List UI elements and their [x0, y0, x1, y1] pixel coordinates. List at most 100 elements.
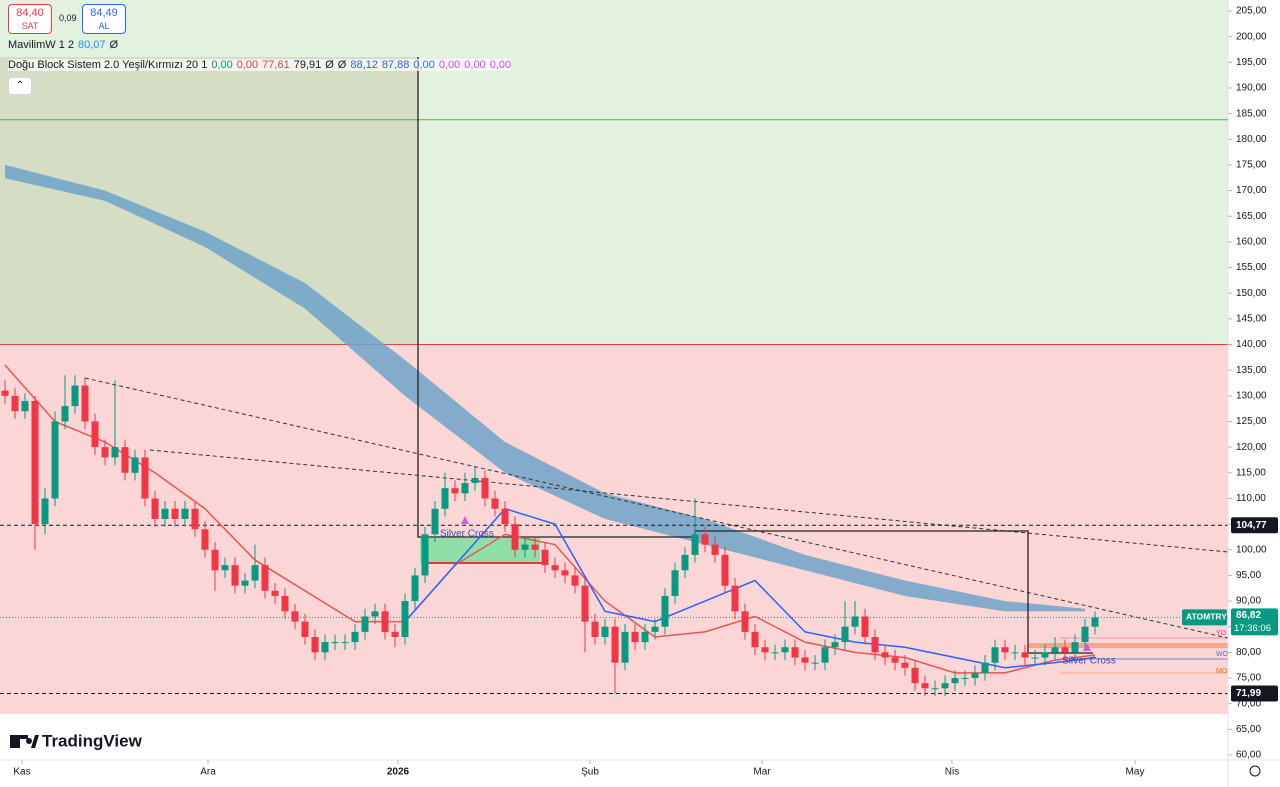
candle-body: [821, 647, 829, 663]
candle-body: [611, 626, 619, 663]
x-tick-label: Kas: [13, 767, 30, 778]
spread: 0,09: [59, 13, 77, 23]
indicator-value: 0,00: [211, 59, 233, 71]
x-tick-label: Nis: [945, 767, 959, 778]
candle-body: [341, 642, 349, 644]
candle-body: [351, 631, 359, 643]
candle-body: [991, 647, 999, 663]
candle-body: [181, 508, 189, 519]
candle-body: [841, 626, 849, 643]
y-tick-label: 70,00: [1236, 698, 1261, 709]
candle-body: [111, 447, 119, 458]
candle-body: [921, 683, 929, 689]
y-tick-label: 175,00: [1236, 160, 1267, 171]
candle-body: [141, 457, 149, 499]
y-tick-label: 140,00: [1236, 339, 1267, 350]
candle-body: [801, 657, 809, 663]
cloud: [5, 164, 1085, 612]
indicator-value: Ø: [109, 39, 119, 51]
y-tick-label: 185,00: [1236, 108, 1267, 119]
candle-body: [501, 508, 509, 525]
candle-body: [1091, 617, 1099, 627]
overlay-line: [4, 364, 1096, 674]
y-tick-label: 150,00: [1236, 288, 1267, 299]
settings-icon[interactable]: [1249, 765, 1261, 777]
candle-body: [1011, 652, 1019, 654]
x-tick-label: Mar: [753, 767, 771, 778]
candle-body: [961, 678, 969, 680]
indicator-value: 0,00: [413, 59, 435, 71]
signal: [1083, 643, 1091, 651]
indicator-value: 88,12: [350, 59, 378, 71]
sell-price: 84,40: [16, 7, 44, 19]
sell-label: SAT: [21, 21, 39, 31]
candle-body: [421, 534, 429, 576]
y-tick-label: 170,00: [1236, 185, 1267, 196]
candle-body: [221, 565, 229, 571]
candle-body: [231, 565, 239, 586]
candle-body: [151, 498, 159, 519]
candle-body: [1061, 647, 1069, 653]
x-tick-label: Ara: [200, 767, 216, 778]
candle-body: [871, 636, 879, 653]
y-tick-label: 180,00: [1236, 134, 1267, 145]
candle-body: [721, 554, 729, 586]
candle-body: [431, 508, 439, 535]
sell-button[interactable]: 84,40 SAT: [8, 4, 52, 34]
candle-body: [411, 575, 419, 602]
buy-price: 84,49: [90, 7, 118, 19]
candle-body: [71, 385, 79, 407]
candle-body: [1051, 647, 1059, 653]
candle-body: [301, 621, 309, 637]
buy-button[interactable]: 84,49 AL: [82, 4, 126, 34]
candle-body: [61, 406, 69, 422]
last-price-tag: [1231, 608, 1278, 636]
candle-body: [381, 611, 389, 632]
candle-body: [671, 570, 679, 596]
candle-body: [971, 672, 979, 679]
indicator-value: 87,88: [381, 59, 410, 71]
y-tick-label: 65,00: [1236, 724, 1261, 735]
candle-body: [531, 544, 539, 550]
y-tick-label: 205,00: [1236, 6, 1267, 17]
candle-body: [691, 534, 699, 555]
y-tick-label: 190,00: [1236, 83, 1267, 94]
candle-body: [481, 477, 489, 499]
candle-body: [891, 657, 899, 663]
range-box: [0, 57, 418, 345]
level-band: [1028, 643, 1228, 648]
indicator-value: 80,07: [78, 39, 106, 51]
background: [0, 0, 1228, 714]
y-tick-label: 115,00: [1236, 467, 1266, 478]
collapse-button[interactable]: ⌃: [8, 77, 32, 95]
last-price-label: 86,82: [1236, 610, 1261, 621]
candle-body: [1031, 657, 1039, 659]
candle-body: [331, 642, 339, 644]
y-tick-label: 160,00: [1236, 237, 1267, 248]
candle-body: [1071, 642, 1079, 653]
candle-body: [511, 524, 519, 550]
candle-body: [441, 488, 449, 509]
indicator-legend: MavilimW 1 2 80,07 Ø: [8, 39, 118, 51]
indicator-value: 0,00: [438, 59, 461, 71]
candle-body: [41, 498, 49, 525]
candle-body: [1081, 626, 1089, 643]
price-tag: [1231, 685, 1278, 702]
trendline: [149, 449, 1229, 553]
logo: [10, 735, 39, 748]
y-tick-label: 155,00: [1236, 262, 1267, 273]
y-tick-label: 95,00: [1236, 570, 1261, 581]
y-tick-label: 80,00: [1236, 647, 1261, 658]
signal: [461, 516, 469, 524]
cloud-layer: [5, 164, 1085, 612]
candle-body: [131, 457, 139, 473]
buy-label: AL: [98, 21, 110, 31]
candle-body: [81, 385, 89, 422]
candle-body: [601, 626, 609, 637]
candle-body: [651, 626, 659, 632]
zone: [0, 0, 1228, 345]
candle-body: [251, 565, 259, 581]
candle-body: [901, 662, 909, 668]
